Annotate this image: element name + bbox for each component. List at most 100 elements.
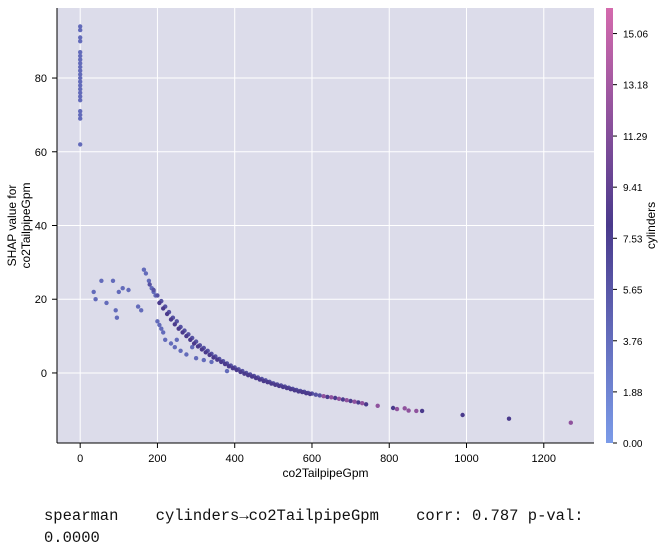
colorbar-tick-label: 0.00 [623, 439, 643, 450]
data-point [394, 406, 400, 412]
data-point [313, 392, 318, 397]
data-point [352, 399, 357, 404]
data-point [78, 53, 83, 59]
data-point [172, 345, 177, 350]
data-point [375, 403, 380, 408]
data-point [78, 27, 83, 33]
data-point [78, 61, 83, 66]
colorbar-title: cylinders [644, 202, 658, 249]
data-point [199, 347, 205, 352]
data-point [191, 341, 197, 346]
data-point [78, 142, 83, 147]
stats-corr-label: corr: [416, 507, 463, 525]
data-point [193, 356, 199, 361]
data-point [238, 369, 243, 375]
colorbar-tick-label: 3.76 [623, 337, 643, 348]
scatter-points [78, 24, 573, 425]
colorbar-tick-label: 1.88 [623, 388, 643, 399]
colorbar-tick-label: 13.18 [623, 81, 648, 92]
data-point [296, 389, 301, 394]
data-point [155, 319, 160, 324]
y-axis-title-line: co2TailpipeGpm [19, 182, 33, 268]
data-point [280, 384, 286, 390]
data-point [209, 359, 214, 365]
data-point [163, 337, 168, 342]
data-point [360, 401, 365, 406]
data-point [116, 289, 122, 295]
data-point [78, 72, 83, 77]
data-point [226, 364, 232, 369]
stats-pval-label: p-val: [527, 507, 584, 525]
data-point [340, 397, 346, 402]
y-tick-label: 40 [35, 221, 47, 233]
data-point [333, 395, 338, 401]
shap-dependence-chart: 0 200 400 600 800 1000 1200 0 20 40 60 80 co2Tailp… [5, 8, 658, 480]
data-point [78, 90, 83, 96]
data-point [201, 357, 206, 363]
stats-corr-value: 0.787 [471, 507, 519, 525]
data-point [180, 330, 185, 335]
data-point [113, 308, 118, 313]
gridlines [57, 8, 594, 443]
colorbar-tick-label: 11.29 [623, 132, 648, 143]
x-tick-label: 600 [303, 453, 321, 465]
x-tick-label: 1000 [454, 453, 478, 465]
data-point [222, 361, 228, 367]
colorbar-tick-label: 15.06 [623, 30, 648, 41]
data-point [261, 378, 266, 384]
data-point [234, 367, 239, 373]
data-point [273, 382, 278, 387]
data-point [348, 398, 353, 404]
data-point [568, 420, 573, 425]
data-point [402, 406, 407, 411]
colorbar-tick-label: 9.41 [623, 183, 643, 194]
data-point [120, 286, 125, 291]
x-axis-title: co2TailpipeGpm [282, 466, 368, 480]
data-point [224, 368, 230, 374]
data-point [292, 388, 297, 393]
data-point [78, 112, 83, 118]
colorbar-ticks: 0.00 1.88 3.76 5.65 7.53 9.41 11.29 13.18 15.06 [613, 30, 648, 450]
data-point [344, 398, 349, 403]
data-point [99, 278, 104, 283]
data-point [321, 394, 326, 399]
data-point [288, 387, 293, 392]
colorbar-tick-label: 7.53 [623, 234, 643, 245]
data-point [246, 373, 251, 378]
y-tick-label: 0 [41, 368, 47, 380]
data-point [284, 385, 290, 391]
x-tick-label: 800 [380, 453, 398, 465]
data-point [104, 300, 109, 306]
data-point [78, 79, 83, 84]
data-point [78, 64, 83, 70]
y-axis-ticks: 0 20 40 60 80 [35, 73, 57, 380]
data-point [78, 94, 83, 99]
data-point [363, 402, 369, 407]
data-point [157, 300, 162, 306]
data-point [174, 337, 179, 342]
data-point [164, 311, 170, 317]
data-point [419, 408, 425, 414]
data-point [78, 39, 83, 44]
data-point [110, 278, 116, 283]
data-point [178, 348, 183, 353]
data-point [300, 389, 305, 395]
stats-pval-value: 0.0000 [44, 529, 100, 547]
data-point [242, 371, 247, 376]
data-point [257, 377, 262, 382]
data-point [207, 352, 212, 358]
correlation-stats: spearman cylinders→co2TailpipeGpm corr: … [44, 505, 656, 549]
colorbar-tick-label: 5.65 [623, 285, 643, 296]
data-point [329, 395, 334, 400]
data-point [126, 287, 131, 293]
data-point [190, 345, 195, 350]
data-point [219, 359, 224, 365]
data-point [78, 116, 83, 121]
data-point [146, 278, 152, 283]
y-tick-label: 20 [35, 294, 47, 306]
data-point [159, 326, 164, 331]
data-point [78, 35, 83, 40]
y-axis-title-line: SHAP value for [5, 185, 19, 267]
data-point [78, 86, 83, 92]
data-point [147, 282, 152, 287]
